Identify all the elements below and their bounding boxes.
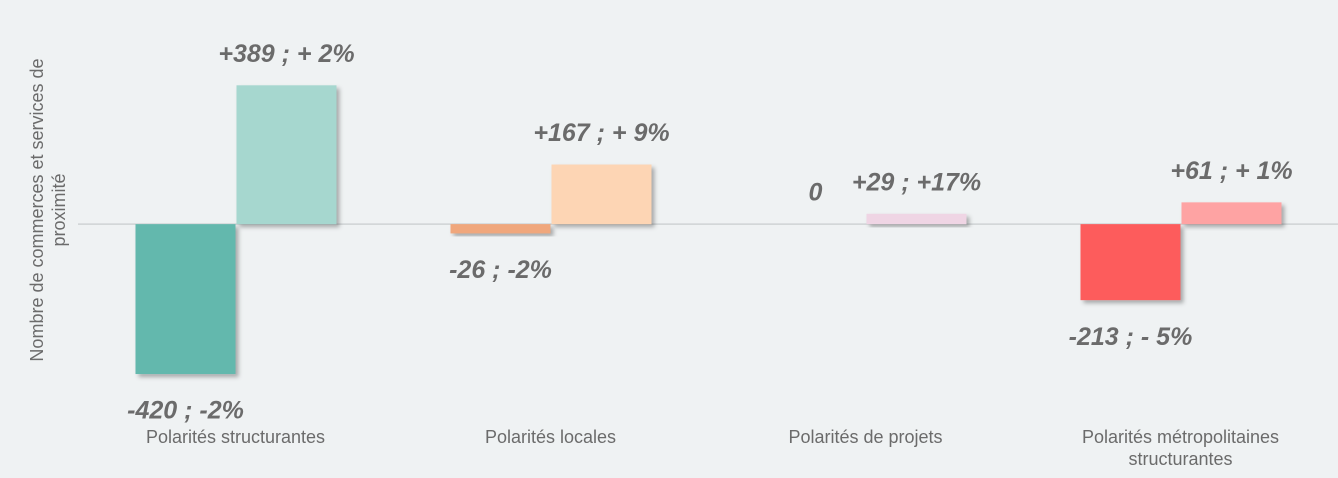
x-tick-label: Polarités structurantes bbox=[145, 427, 326, 447]
bar bbox=[1080, 224, 1181, 301]
bar bbox=[236, 85, 337, 225]
x-tick-label: Polarités métropolitaines structurantes bbox=[1081, 427, 1280, 469]
bar bbox=[866, 213, 967, 225]
x-tick-label: Polarités locales bbox=[484, 427, 617, 447]
data-label: +29 ; +17% bbox=[852, 168, 981, 196]
data-label: 0 bbox=[809, 179, 823, 207]
data-label: +61 ; + 1% bbox=[1170, 157, 1292, 185]
data-label: -420 ; -2% bbox=[127, 397, 244, 425]
bar bbox=[551, 164, 652, 225]
bar bbox=[1181, 202, 1282, 225]
data-label: +167 ; + 9% bbox=[533, 119, 669, 147]
bar bbox=[135, 224, 236, 375]
x-tick-label: Polarités de projets bbox=[788, 427, 943, 447]
data-label: +389 ; + 2% bbox=[218, 40, 354, 68]
y-axis-label: Nombre de commerces et services de proxi… bbox=[27, 58, 69, 362]
data-label: -213 ; - 5% bbox=[1069, 323, 1193, 351]
bar bbox=[450, 224, 551, 234]
data-label: -26 ; -2% bbox=[449, 256, 552, 284]
